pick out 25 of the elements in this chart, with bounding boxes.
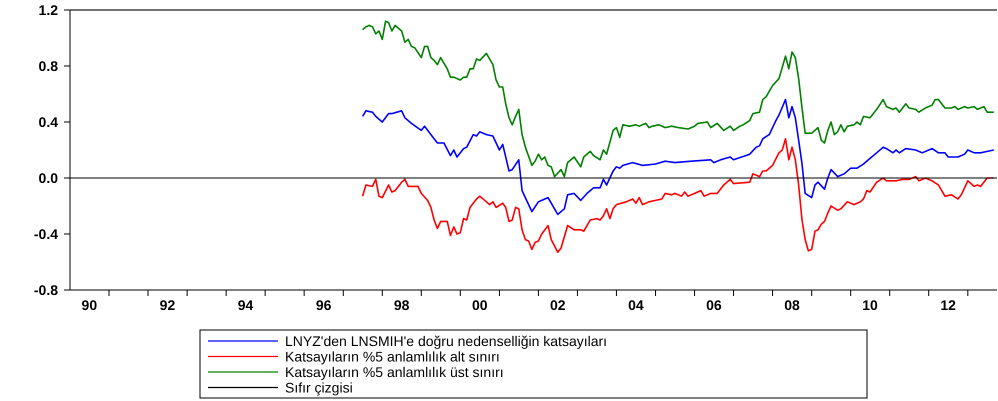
x-tick-label: 92 <box>160 297 176 313</box>
x-tick-label: 02 <box>550 297 566 313</box>
legend-label: Katsayıların %5 anlamlılık üst sınırı <box>285 364 504 380</box>
x-tick-label: 94 <box>238 297 254 313</box>
line-series <box>362 20 995 178</box>
x-tick-label: 98 <box>394 297 410 313</box>
x-tick-label: 12 <box>940 297 956 313</box>
x-tick-label: 10 <box>862 297 878 313</box>
legend-label: LNYZ'den LNSMIH'e doğru nedenselliğin katsayıları <box>285 332 608 349</box>
x-tick-label: 08 <box>784 297 800 313</box>
x-tick-label: 06 <box>706 297 722 313</box>
x-tick-label: 04 <box>628 297 644 313</box>
line-series <box>362 98 995 216</box>
legend-label: Katsayıların %5 anlamlılık alt sınırı <box>285 348 500 364</box>
x-tick-label: 96 <box>316 297 332 313</box>
line-series <box>362 138 995 253</box>
legend-label: Sıfır çizgisi <box>285 379 353 396</box>
y-tick-label: 0.8 <box>38 58 58 74</box>
y-tick-label: 0.0 <box>38 170 58 186</box>
y-tick-label: 1.2 <box>38 2 58 18</box>
y-tick-label: -0.8 <box>34 282 58 298</box>
y-tick-label: -0.4 <box>34 226 58 242</box>
x-tick-label: 00 <box>472 297 488 313</box>
y-tick-label: 0.4 <box>38 114 58 130</box>
x-tick-label: 90 <box>82 297 98 313</box>
